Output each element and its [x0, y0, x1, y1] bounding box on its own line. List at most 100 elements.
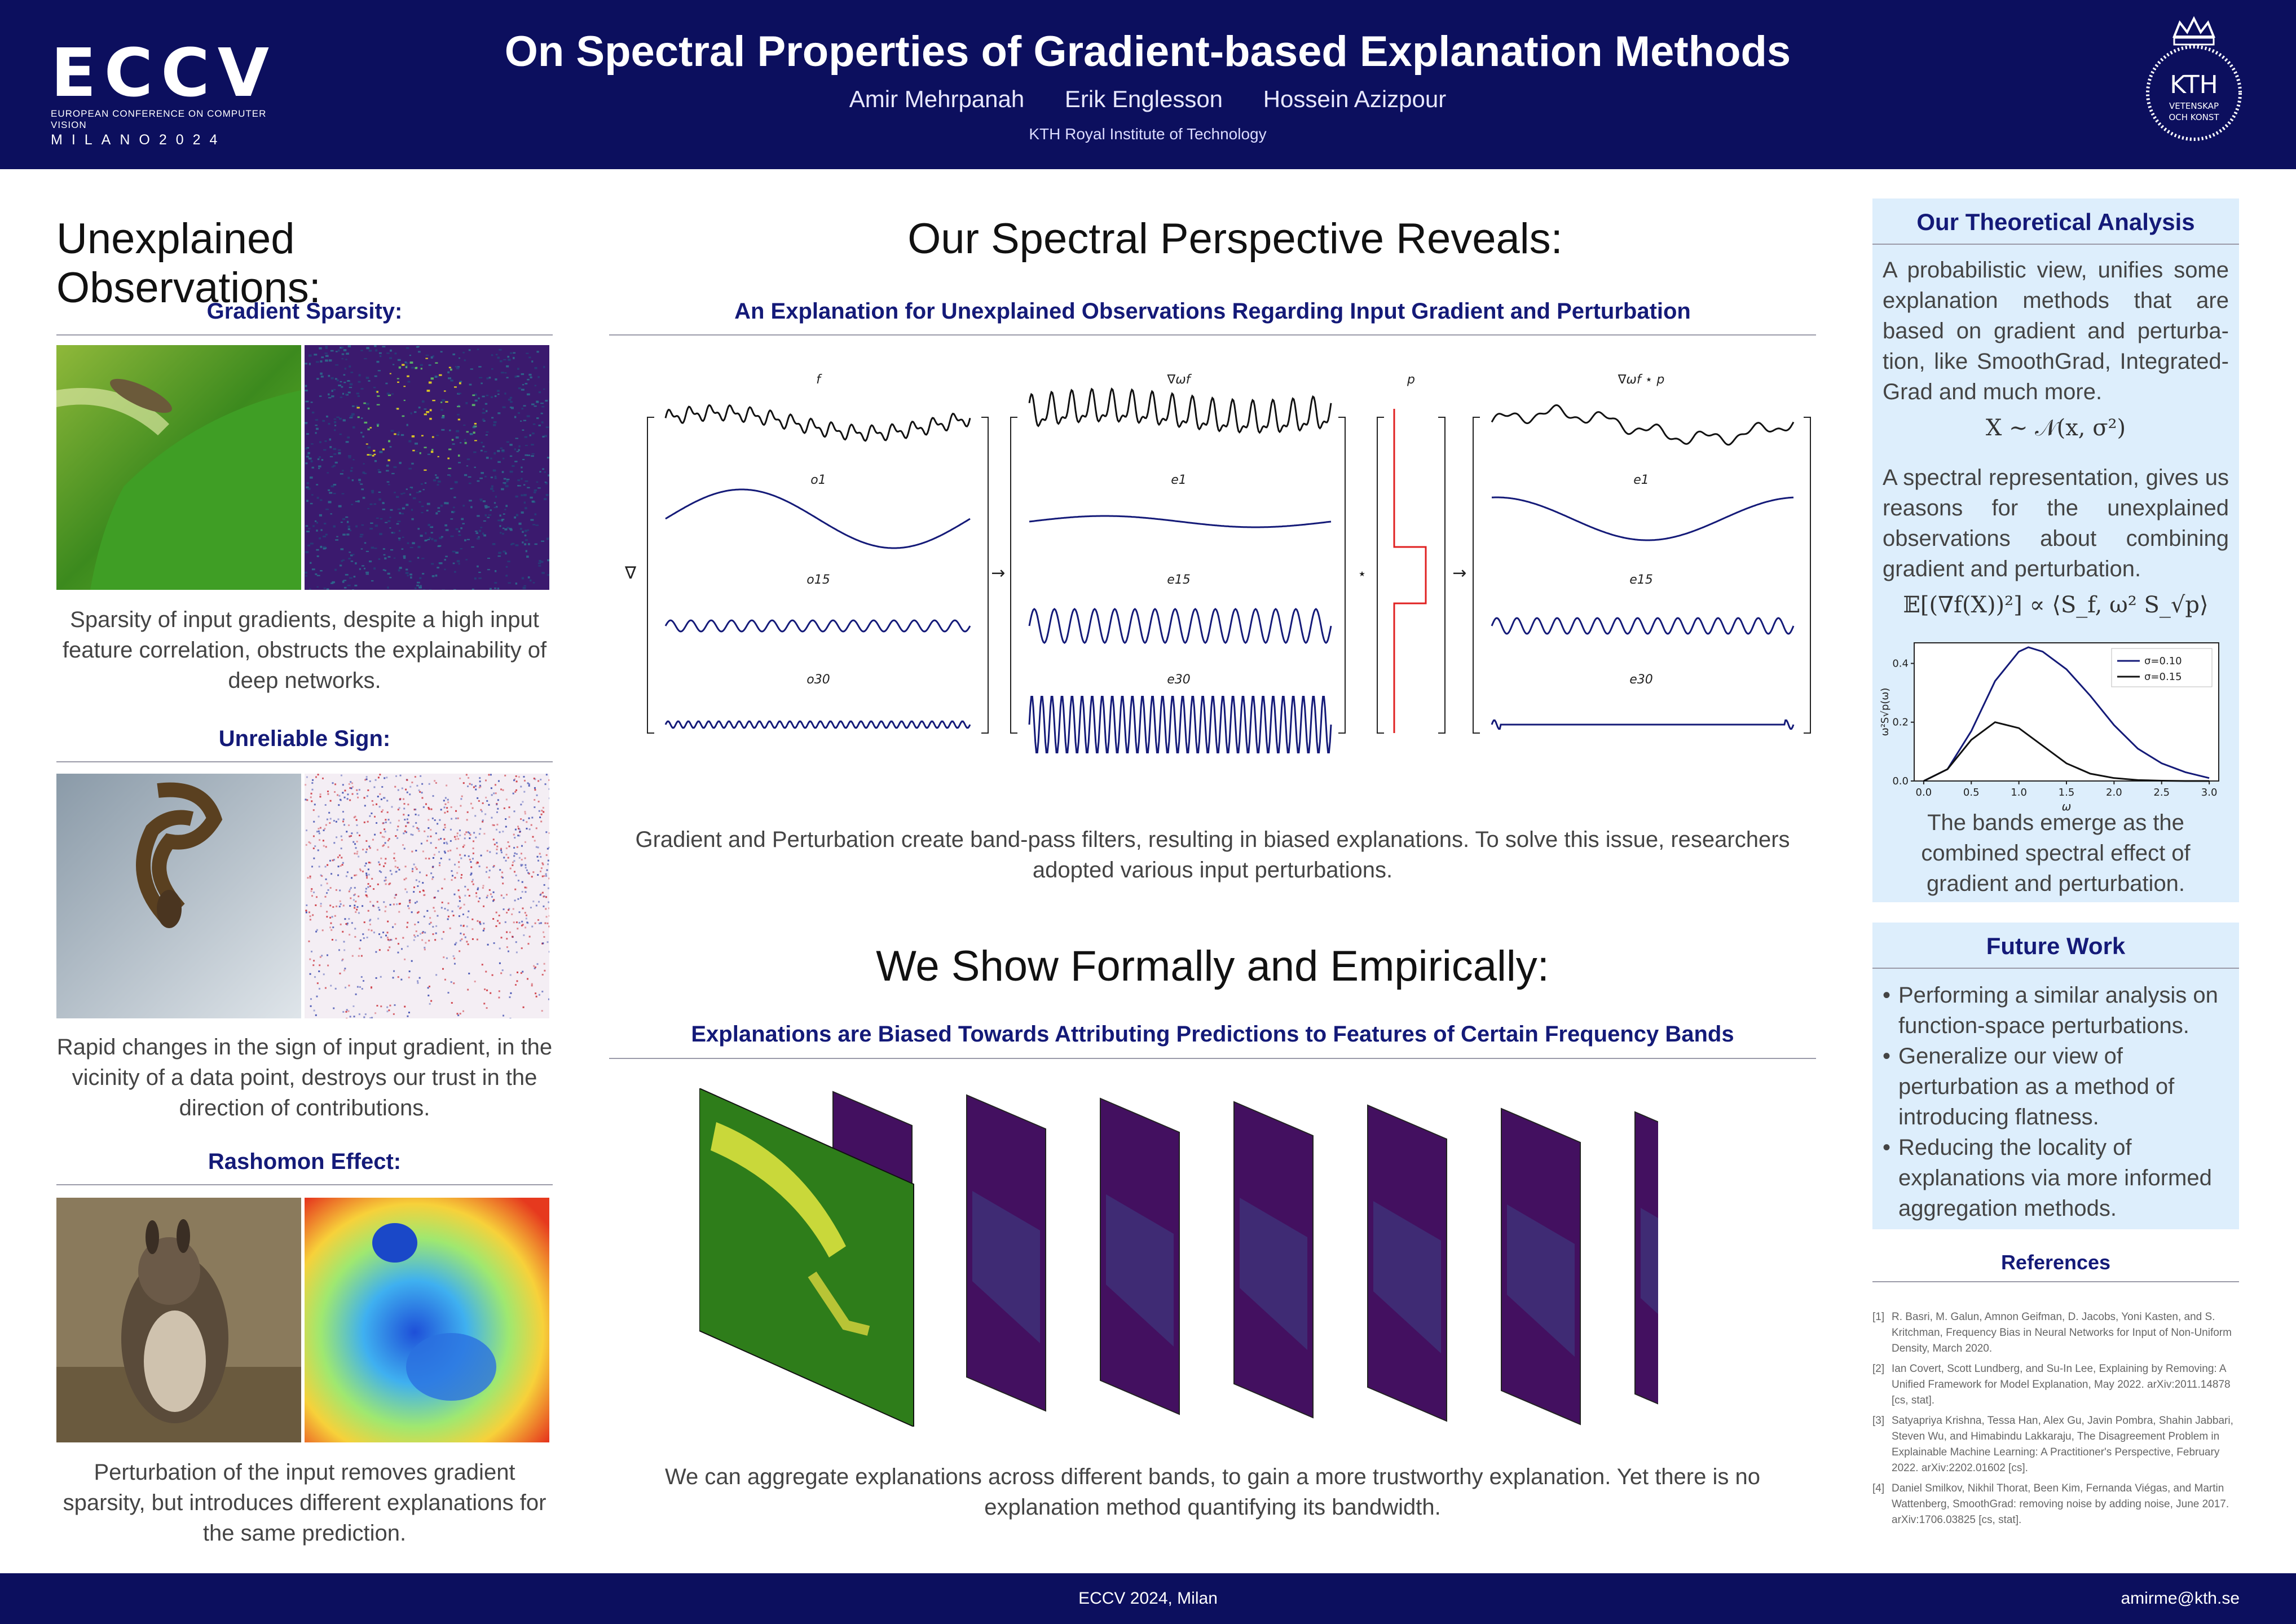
- op-arrow-1: →: [991, 563, 1005, 583]
- future-panel: Future Work • Performing a similar analys…: [1872, 923, 2239, 1229]
- future-item-1: Performing a similar analysis on functio…: [1898, 983, 2218, 1038]
- section-title-sparsity: Gradient Sparsity:: [206, 299, 403, 324]
- eccv-logo-city: MILANO2024: [51, 132, 227, 148]
- lizard-body: [711, 1122, 846, 1257]
- footer-email[interactable]: amirme@kth.se: [2121, 1589, 2240, 1608]
- reference-1: R. Basri, M. Galun, Amnon Geifman, D. Ja…: [1892, 1311, 2232, 1354]
- explanation-slice-highlight: [972, 1191, 1040, 1343]
- y-tick-label: 0.2: [1892, 717, 1909, 729]
- author-2: Erik Englesson: [1064, 86, 1223, 112]
- kth-logo: KTH VETENSKAP OCH KONST: [2146, 16, 2242, 141]
- middle-caption-2: We can aggregate explanations across dif…: [665, 1464, 1760, 1520]
- lizard-leg: [808, 1272, 870, 1336]
- list-item: • Generalize our view of perturbation as …: [1883, 1041, 2229, 1132]
- reference-item: [4] Daniel Smilkov, Nikhil Thorat, Been K…: [1872, 1481, 2239, 1528]
- footer-venue: ECCV 2024, Milan: [1078, 1589, 1218, 1608]
- explanation-slice: [1367, 1104, 1447, 1422]
- y-tick-label: 0.4: [1892, 657, 1909, 669]
- x-axis-label: ω: [2062, 800, 2072, 813]
- author-list: Amir Mehrpanah Erik Englesson Hossein Az…: [395, 86, 1901, 113]
- explanation-slice-highlight: [1240, 1198, 1307, 1350]
- chart-legend: σ=0.10 σ=0.15: [2111, 648, 2213, 687]
- x-tick-label: 1.0: [2011, 787, 2027, 798]
- x-tick-label: 0.5: [1963, 787, 1980, 798]
- matrix-bracket: [1438, 417, 1446, 734]
- section-title-rashomon: Rashomon Effect:: [208, 1149, 402, 1174]
- spectrum-chart: 0.0 0.5 1.0 1.5 2.0 2.5 3.0 0.0 0.2 0.4 ω ω²S√p(ω) σ…: [1880, 642, 2219, 813]
- row-label-o30: o30: [807, 673, 830, 687]
- signal-f: [664, 404, 971, 442]
- legend-label: σ=0.10: [2144, 655, 2182, 667]
- col-label-conv: ∇ωf ⋆ p: [1618, 373, 1665, 387]
- reference-2: Ian Covert, Scott Lundberg, and Su-In Le…: [1892, 1363, 2231, 1406]
- basis-e15: [1028, 608, 1332, 644]
- matrix-bracket: [1338, 417, 1346, 734]
- theory-text-2: A spectral representation, gives us reas…: [1883, 465, 2229, 581]
- header-banner: ECCV EUROPEAN CONFERENCE ON COMPUTER VIS…: [0, 0, 2296, 169]
- basis-o30: [664, 720, 971, 729]
- list-item: • Reducing the locality of explanations v…: [1883, 1132, 2229, 1224]
- basis-o15: [664, 619, 971, 633]
- basis-e30-filtered: [1491, 719, 1795, 730]
- future-panel-title: Future Work: [1986, 933, 2126, 959]
- row-label-o15: o15: [807, 573, 830, 587]
- op-arrow-2: →: [1452, 563, 1466, 583]
- legend-box: [2111, 648, 2213, 687]
- explanation-slice-highlight: [1507, 1204, 1575, 1357]
- equation-2: 𝔼[(∇f(X))²] ∝ ⟨S_f, ω² S_√p⟩: [1903, 592, 2209, 618]
- theory-panel: Our Theoretical Analysis A probabilistic…: [1872, 198, 2239, 902]
- explanation-slice-highlight: [1641, 1208, 1658, 1314]
- caption-sign: Rapid changes in the sign of input gradi…: [56, 1035, 553, 1120]
- divider: [609, 334, 1816, 336]
- author-3: Hossein Azizpour: [1263, 86, 1447, 112]
- col-label-f: f: [816, 373, 822, 387]
- matrix-bracket: [1473, 417, 1480, 734]
- explanation-slice-highlight: [1373, 1201, 1441, 1353]
- spectral-diagram: f ∇ωf p ∇ωf ⋆ p o1 o15 o30 e1 e15 e30 e1…: [624, 373, 1811, 753]
- x-tick-label: 3.0: [2201, 787, 2218, 798]
- references-list: [1] R. Basri, M. Galun, Amnon Geifman, D.…: [1872, 1309, 2239, 1533]
- explanation-slice: [1100, 1097, 1180, 1415]
- explanation-slice-highlight: [1106, 1194, 1174, 1347]
- caption-rashomon: Perturbation of the input removes gradie…: [63, 1460, 547, 1546]
- divider: [56, 334, 553, 336]
- explanation-slice: [1501, 1107, 1581, 1426]
- future-item-3: Reducing the locality of explanations vi…: [1898, 1135, 2212, 1221]
- y-tick-label: 0.0: [1892, 775, 1909, 787]
- divider: [56, 761, 553, 762]
- x-tick-label: 2.5: [2153, 787, 2170, 798]
- matrix-bracket: [981, 417, 989, 734]
- reference-item: [3] Satyapriya Krishna, Tessa Han, Alex G…: [1872, 1413, 2239, 1476]
- matrix-bracket: [647, 417, 654, 734]
- middle-subheading-1: An Explanation for Unexplained Observati…: [734, 299, 1691, 324]
- footer-bar: ECCV 2024, Milan amirme@kth.se: [0, 1573, 2296, 1624]
- row-label-e15-b: e15: [1629, 573, 1653, 587]
- theory-caption: The bands emerge as the combined spectra…: [1921, 810, 2191, 896]
- series-line-1: [1923, 646, 2210, 782]
- equation-1: X ∼ 𝒩(x, σ²): [1985, 415, 2126, 441]
- basis-e1: [1029, 515, 1332, 528]
- poster-title: On Spectral Properties of Gradient-based…: [504, 28, 1791, 76]
- middle-heading-2: We Show Formally and Empirically:: [876, 942, 1549, 990]
- kth-logo-line2: OCH KONST: [2169, 112, 2219, 122]
- snake-image: [56, 774, 301, 1018]
- lizard-image: [56, 345, 301, 590]
- signal-grad-f: [1028, 387, 1332, 434]
- reference-4: Daniel Smilkov, Nikhil Thorat, Been Kim,…: [1892, 1482, 2229, 1526]
- x-tick-label: 0.0: [1916, 787, 1932, 798]
- legend-label: σ=0.15: [2144, 671, 2182, 683]
- caption-sparsity: Sparsity of input gradients, despite a h…: [62, 607, 547, 693]
- series-line-2: [1923, 721, 2210, 782]
- x-tick-label: 1.5: [2059, 787, 2075, 798]
- references-title: References: [2000, 1251, 2111, 1274]
- row-label-e30-b: e30: [1629, 673, 1653, 687]
- eccv-logo-text: ECCV: [51, 34, 277, 112]
- wallaby-image: [56, 1198, 301, 1442]
- explanation-stack: [699, 1088, 1658, 1427]
- row-label-e15: e15: [1167, 573, 1191, 587]
- row-label-e1-b: e1: [1633, 473, 1649, 487]
- col-label-grad: ∇ωf: [1167, 373, 1192, 387]
- theory-panel-title: Our Theoretical Analysis: [1916, 209, 2195, 235]
- future-list: • Performing a similar analysis on functi…: [1883, 980, 2229, 1224]
- theory-text-1: A probabilistic view, unifies some expla…: [1883, 258, 2229, 404]
